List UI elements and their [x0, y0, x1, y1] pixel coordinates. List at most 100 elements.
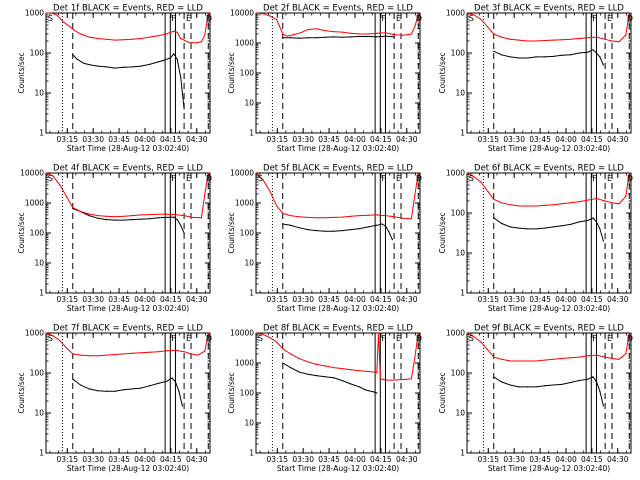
lld-point	[114, 216, 116, 218]
events-point	[493, 50, 495, 52]
plot-frame	[255, 332, 421, 454]
lld-point	[417, 172, 419, 174]
x-tick-label: 03:45	[318, 455, 340, 464]
lld-point	[595, 36, 598, 38]
y-tick-label: 100	[240, 389, 255, 398]
events-point	[333, 36, 335, 38]
events-point	[341, 36, 343, 38]
y-tick-label: 10	[455, 89, 465, 98]
lld-point	[493, 356, 495, 358]
events-point	[131, 66, 133, 68]
events-point	[174, 381, 177, 383]
lld-point	[561, 357, 563, 360]
events-point	[578, 379, 580, 382]
events-point	[535, 228, 537, 230]
events-point	[544, 385, 546, 387]
lld-point	[383, 378, 385, 381]
lld-point	[518, 360, 520, 362]
flag-label-D: D	[627, 174, 633, 183]
lld-point	[372, 371, 374, 373]
x-tick-label: 03:45	[108, 295, 130, 304]
lld-point	[59, 339, 61, 342]
flag-label-D: D	[416, 334, 422, 343]
lld-point	[414, 357, 416, 359]
lld-point	[105, 215, 108, 217]
lld-point	[628, 172, 630, 174]
y-axis-label: Counts/sec	[438, 372, 447, 413]
lld-point	[544, 39, 546, 42]
events-point	[105, 390, 108, 392]
lld-point	[628, 332, 630, 334]
lld-point	[114, 353, 116, 356]
y-tick-label: 1000	[25, 329, 44, 338]
lld-point	[604, 356, 606, 358]
lld-point	[333, 367, 335, 369]
plot-frame	[45, 12, 211, 134]
lld-point	[262, 13, 264, 15]
events-point	[569, 54, 572, 56]
series-events-line	[72, 208, 185, 234]
x-tick-label: 03:15	[477, 135, 499, 144]
lld-point	[52, 335, 54, 337]
events-point	[561, 225, 563, 227]
lld-point	[500, 358, 503, 360]
flag-label-D: D	[416, 14, 422, 23]
lld-point	[298, 358, 300, 360]
lld-point	[45, 12, 47, 14]
lld-point	[569, 38, 572, 40]
flag-label-D: D	[627, 334, 633, 343]
lld-point	[578, 37, 580, 40]
x-tick-label: 04:30	[186, 135, 208, 144]
series-events-line	[282, 362, 377, 394]
lld-point	[386, 379, 388, 381]
flag-label-E: E	[186, 174, 191, 183]
events-point	[526, 386, 529, 388]
lld-point	[578, 356, 580, 358]
series-events-line	[72, 53, 185, 109]
events-point	[350, 383, 352, 385]
y-tick-label: 1000	[235, 359, 254, 368]
lld-point	[407, 34, 409, 36]
chart-panel-8: Det 8f BLACK = Events, RED = LLD 1 10 100 10…	[227, 324, 422, 474]
lld-point	[183, 39, 185, 41]
lld-point	[79, 354, 82, 356]
x-tick-label: 03:45	[529, 295, 551, 304]
plot-frame	[466, 172, 632, 294]
x-tick-label: 03:30	[292, 455, 314, 464]
y-tick-label: 10000	[230, 329, 254, 338]
flag-label-S: S	[258, 334, 263, 343]
events-point	[599, 56, 601, 58]
lld-point	[97, 355, 99, 357]
y-tick-label: 10000	[230, 169, 254, 178]
series-lld-line	[466, 12, 630, 43]
events-point	[388, 231, 390, 233]
x-tick-label: 03:45	[318, 295, 340, 304]
events-point	[341, 230, 343, 232]
x-tick-label: 03:30	[82, 295, 104, 304]
lld-point	[72, 207, 74, 209]
lld-point	[315, 363, 318, 365]
lld-point	[131, 38, 133, 40]
lld-point	[73, 29, 75, 31]
lld-point	[552, 358, 554, 360]
lld-point	[157, 213, 159, 215]
lld-point	[376, 371, 378, 374]
events-point	[157, 382, 159, 384]
flag-label-D: D	[206, 334, 212, 343]
lld-point	[204, 34, 206, 36]
lld-point	[535, 40, 537, 42]
events-point	[315, 375, 318, 377]
events-point	[282, 223, 284, 225]
series-events-line	[282, 35, 395, 39]
lld-point	[174, 214, 177, 216]
lld-point	[45, 332, 47, 334]
events-point	[500, 381, 503, 383]
events-point	[181, 405, 183, 407]
y-tick-label: 100	[451, 49, 466, 58]
flag-label-E: E	[607, 334, 612, 343]
lld-point	[367, 370, 369, 373]
events-point	[148, 218, 151, 220]
flag-label-E: E	[396, 14, 401, 23]
y-tick-label: 10	[455, 409, 465, 418]
lld-point	[407, 378, 409, 380]
